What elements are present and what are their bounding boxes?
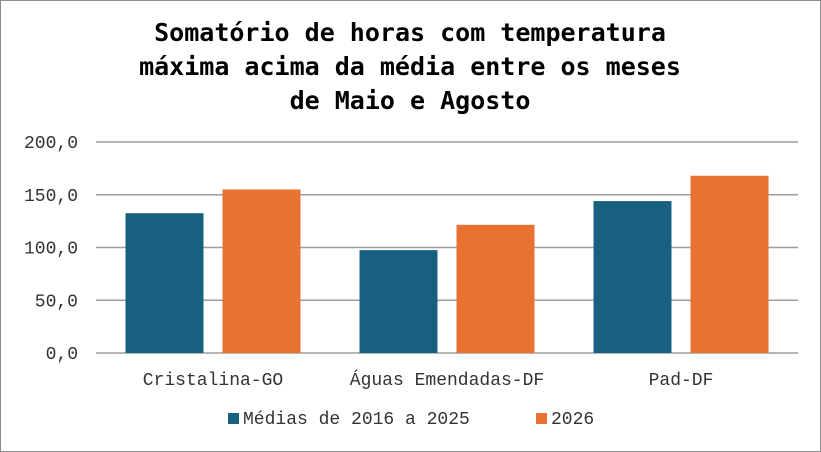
bar: [125, 213, 204, 353]
y-tick-label: 50,0: [35, 292, 78, 312]
gridlines: [96, 141, 798, 354]
bars: [125, 175, 769, 353]
chart-title: Somatório de horas com temperatura máxim…: [139, 18, 681, 115]
y-tick-label: 0,0: [46, 345, 78, 365]
y-tick-label: 100,0: [24, 240, 78, 260]
legend: Médias de 2016 a 2025 2026: [228, 410, 594, 430]
legend-swatch: [536, 413, 547, 424]
bar: [456, 224, 535, 353]
bar: [359, 250, 438, 353]
legend-label: 2026: [551, 410, 594, 430]
y-tick-label: 150,0: [24, 187, 78, 207]
y-axis-ticks: 0,0 50,0 100,0 150,0 200,0: [24, 134, 78, 365]
chart-title-line-1: Somatório de horas com temperatura: [154, 18, 666, 47]
x-category-label: Águas Emendadas-DF: [350, 369, 544, 391]
legend-swatch: [228, 413, 239, 424]
legend-label: Médias de 2016 a 2025: [243, 410, 470, 430]
x-category-label: Pad-DF: [649, 371, 714, 391]
chart-title-line-3: de Maio e Agosto: [290, 86, 531, 115]
y-tick-label: 200,0: [24, 134, 78, 154]
x-axis-categories: Cristalina-GO Águas Emendadas-DF Pad-DF: [143, 369, 714, 391]
chart-title-line-2: máxima acima da média entre os meses: [139, 52, 681, 81]
bar: [690, 175, 769, 353]
bar: [593, 201, 672, 353]
x-category-label: Cristalina-GO: [143, 371, 283, 391]
bar: [222, 189, 301, 353]
